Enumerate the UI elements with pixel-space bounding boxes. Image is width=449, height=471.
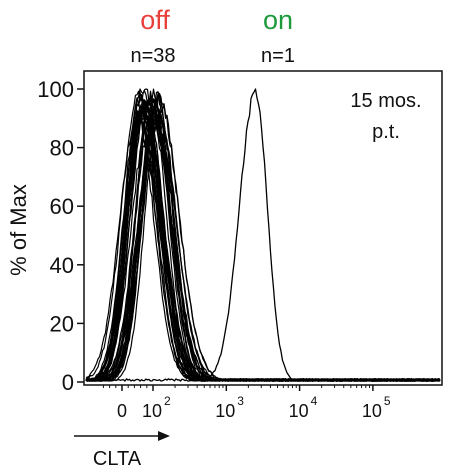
y-tick-label: 20 xyxy=(50,311,74,336)
y-axis: 0 20 40 60 80 100 xyxy=(37,77,84,395)
x-tick-label: 10 xyxy=(289,401,309,421)
x-axis-title: CLTA xyxy=(93,448,142,470)
y-tick-label: 100 xyxy=(37,77,74,102)
x-tick-exponent: 2 xyxy=(164,394,171,408)
y-axis-title: % of Max xyxy=(6,184,31,276)
x-tick-label: 10 xyxy=(215,401,235,421)
y-tick-label: 80 xyxy=(50,136,74,161)
y-tick-label: 40 xyxy=(50,253,74,278)
x-tick-exponent: 4 xyxy=(311,394,318,408)
annotation-line-1: 15 mos. xyxy=(350,90,421,112)
x-tick-exponent: 5 xyxy=(384,394,391,408)
x-tick-label: 10 xyxy=(142,401,162,421)
x-tick-label: 0 xyxy=(117,401,127,421)
annotation-line-2: p.t. xyxy=(372,121,400,143)
x-tick-label: 10 xyxy=(362,401,382,421)
plot-frame xyxy=(83,70,443,386)
x-tick-exponent: 3 xyxy=(237,394,244,408)
x-axis: 0 10 2 10 3 10 4 10 5 xyxy=(102,385,391,421)
y-tick-label: 60 xyxy=(50,194,74,219)
group-count-off: n=38 xyxy=(130,45,175,67)
histogram-curve-on xyxy=(85,88,441,382)
histogram-curves xyxy=(85,88,441,382)
group-label-off: off xyxy=(140,5,170,35)
group-label-on: on xyxy=(263,5,293,35)
group-count-on: n=1 xyxy=(261,45,295,67)
histogram-curve-off xyxy=(85,120,441,382)
y-tick-label: 0 xyxy=(62,370,74,395)
x-axis-arrow-head xyxy=(158,431,170,441)
